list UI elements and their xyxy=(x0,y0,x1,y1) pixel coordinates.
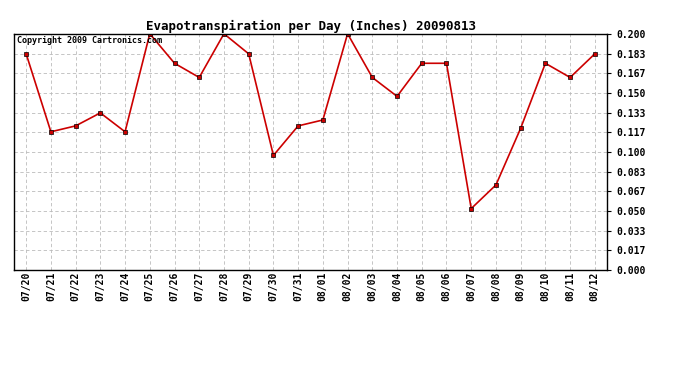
Title: Evapotranspiration per Day (Inches) 20090813: Evapotranspiration per Day (Inches) 2009… xyxy=(146,20,475,33)
Text: Copyright 2009 Cartronics.com: Copyright 2009 Cartronics.com xyxy=(17,36,161,45)
